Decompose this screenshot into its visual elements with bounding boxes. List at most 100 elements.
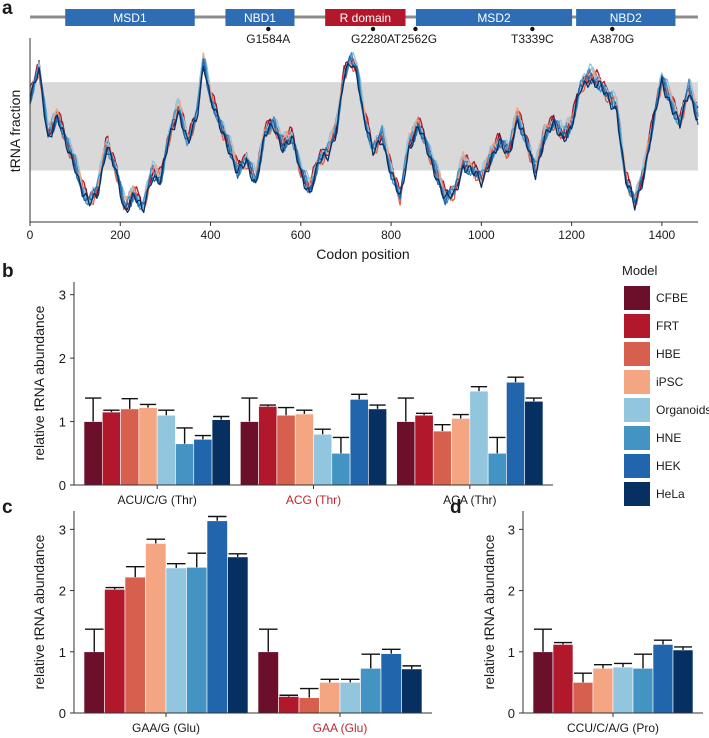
bar-group: ACA (Thr) <box>396 376 544 507</box>
legend-title: Model <box>622 263 658 278</box>
bar-cfbe <box>396 421 416 486</box>
panel-c: c relative tRNA abundance GAA/G (Glu) GAA… <box>2 497 432 735</box>
panel-b-y-axis-label: relative tRNA abundance <box>31 305 47 460</box>
y-tick-label: 1 <box>59 645 66 660</box>
category-label: ACU/C/G (Thr) <box>117 493 196 507</box>
bar-hne <box>175 443 195 486</box>
snp-dot <box>610 26 615 32</box>
y-tick-label: 0 <box>59 478 66 493</box>
bar-hne <box>186 567 208 714</box>
panel-d: d relative tRNA abundance CCU/C/A/G (Pro… <box>450 497 703 735</box>
panel-d-bar-chart: CCU/C/A/G (Pro) 0 1 2 3 <box>508 511 703 735</box>
bar-frt <box>552 644 574 714</box>
bar-hbe <box>432 430 452 486</box>
x-tick-label: 400 <box>201 228 221 242</box>
domain-label: MSD2 <box>477 11 511 25</box>
bar-cfbe <box>240 421 259 486</box>
bar-hela <box>368 408 387 486</box>
legend-swatch <box>624 454 650 478</box>
domain-label: NBD1 <box>244 11 276 25</box>
legend-item-hela: HeLa <box>624 482 685 506</box>
panel-c-bar-chart: GAA/G (Glu) GAA (Glu) 0 1 2 3 <box>59 511 432 735</box>
snp-label: G2280A <box>351 32 395 46</box>
profile-axes: 0 200 400 600 800 1000 1200 1400 <box>27 38 698 242</box>
domain-label: NBD2 <box>610 11 642 25</box>
legend-swatch <box>624 314 650 338</box>
snp-dot <box>266 26 271 32</box>
snp-label: T3339C <box>511 32 554 46</box>
bar-cfbe <box>532 651 554 714</box>
legend-items: CFBE FRT HBE iPSC Organoids HNE HEK HeLa <box>624 286 709 506</box>
domain-box <box>325 9 406 26</box>
bar-hek <box>193 439 213 486</box>
legend-item-frt: FRT <box>624 314 680 338</box>
x-tick-label: 200 <box>110 228 130 242</box>
bar-hbe <box>572 682 594 714</box>
legend-label: CFBE <box>656 291 688 305</box>
domain-track: MSD1 NBD1 R domain MSD2 NBD2 <box>30 9 698 26</box>
bar-group: GAA (Glu) <box>257 628 423 735</box>
panel-a: a MSD1 NBD1 R domain MSD2 NBD2 G1584A G2280AT… <box>2 0 699 262</box>
legend-item-hne: HNE <box>624 426 681 450</box>
legend-label: Organoids <box>656 403 709 417</box>
domain-label: R domain <box>340 11 391 25</box>
bar-hek <box>380 653 402 714</box>
profile-plot: 0 200 400 600 800 1000 1200 1400 <box>27 38 699 242</box>
snp-label: G1584A <box>246 32 290 46</box>
bar-group: ACG (Thr) <box>240 393 387 507</box>
bar-frt <box>104 589 126 714</box>
snp-dot <box>370 26 376 32</box>
profile-y-axis-label: tRNA fraction <box>7 90 23 172</box>
panel-b-bar-chart: ACU/C/G (Thr) ACG (Thr) ACA (Thr) 0 1 2 3 <box>59 282 553 507</box>
bar-hbe <box>298 697 320 714</box>
x-tick-label: 800 <box>381 228 401 242</box>
domain-box <box>415 9 573 26</box>
x-tick-label: 1200 <box>558 228 585 242</box>
legend-label: HEK <box>656 459 681 473</box>
legend-label: HBE <box>656 347 681 361</box>
legend-label: HeLa <box>656 487 685 501</box>
bar-organoids <box>313 433 333 486</box>
domain-msd2: MSD2 <box>415 9 573 26</box>
y-tick-label: 3 <box>59 522 66 537</box>
category-label: GAA (Glu) <box>313 721 368 735</box>
profile-x-axis-label: Codon position <box>316 246 409 262</box>
legend-swatch <box>624 398 650 422</box>
bar-cfbe <box>83 651 105 714</box>
domain-nbd1: NBD1 <box>225 9 295 26</box>
domain-box <box>576 9 676 26</box>
legend-swatch <box>624 342 650 366</box>
legend-item-organoids: Organoids <box>624 398 709 422</box>
bar-frt <box>101 411 121 486</box>
bar-hne <box>360 668 382 714</box>
domain-box <box>225 9 295 26</box>
bar-organoids <box>156 414 176 486</box>
bar-hek <box>506 381 526 486</box>
bar-hbe <box>120 408 140 486</box>
domain-box <box>65 9 195 26</box>
bar-group: GAA/G (Glu) <box>83 515 249 735</box>
bar-group: CCU/C/A/G (Pro) <box>532 628 694 735</box>
bar-cfbe <box>257 651 279 714</box>
bar-frt <box>414 414 434 486</box>
legend-swatch <box>624 482 650 506</box>
legend-swatch <box>624 286 650 310</box>
bar-hela <box>227 556 249 714</box>
bar-cfbe <box>83 421 103 486</box>
profile-lines <box>29 51 699 214</box>
bar-organoids <box>612 666 634 714</box>
bar-ipsc <box>451 418 471 486</box>
snp-dot <box>530 26 535 32</box>
legend-item-ipsc: iPSC <box>624 370 684 394</box>
legend-item-cfbe: CFBE <box>624 286 688 310</box>
bar-hela <box>211 419 231 486</box>
x-tick-label: 1400 <box>649 228 676 242</box>
domain-msd1: MSD1 <box>65 9 195 26</box>
panel-d-label: d <box>450 497 462 518</box>
bar-organoids <box>339 682 361 714</box>
category-label: ACG (Thr) <box>286 493 341 507</box>
panel-b-label: b <box>2 261 14 282</box>
x-tick-label: 1000 <box>468 228 495 242</box>
